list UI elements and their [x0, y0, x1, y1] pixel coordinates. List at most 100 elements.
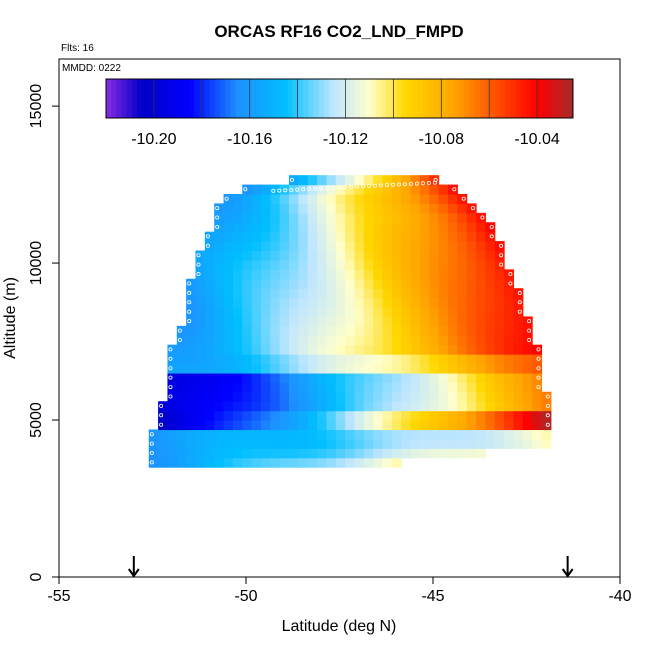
heatmap-cell	[242, 382, 253, 393]
heatmap-cell	[251, 203, 262, 214]
heatmap-cell	[485, 325, 496, 336]
heatmap-cell	[466, 212, 477, 223]
heatmap-cell	[485, 241, 496, 252]
profile-point	[480, 215, 485, 220]
heatmap-cell	[494, 307, 505, 318]
colorbar-swatch	[349, 79, 356, 118]
heatmap-cell	[223, 448, 234, 459]
heatmap-cell	[391, 278, 402, 289]
heatmap-cell	[242, 391, 253, 402]
heatmap-cell	[307, 297, 318, 308]
heatmap-cell	[270, 212, 281, 223]
heatmap-cell	[251, 448, 262, 459]
colorbar-swatch	[173, 79, 180, 118]
heatmap-cell	[345, 363, 356, 374]
profile-point	[277, 188, 282, 193]
heatmap-cell	[260, 307, 271, 318]
heatmap-cell	[204, 269, 215, 280]
heatmap-field	[148, 175, 552, 468]
heatmap-cell	[438, 325, 449, 336]
heatmap-cell	[401, 212, 412, 223]
heatmap-cell	[260, 316, 271, 327]
colorbar-swatch	[521, 79, 527, 118]
heatmap-cell	[476, 222, 486, 233]
heatmap-cell	[494, 278, 505, 289]
heatmap-cell	[270, 297, 281, 308]
heatmap-cell	[476, 259, 486, 270]
heatmap-cell	[251, 429, 262, 440]
colorbar-swatch	[131, 79, 138, 118]
heatmap-cell	[363, 429, 374, 440]
heatmap-cell	[438, 344, 449, 355]
heatmap-cell	[214, 250, 225, 261]
heatmap-cell	[195, 335, 206, 346]
heatmap-cell	[494, 401, 505, 412]
heatmap-cell	[289, 175, 299, 186]
heatmap-cell	[298, 193, 309, 205]
heatmap-cell	[476, 288, 486, 299]
heatmap-cell	[391, 288, 402, 299]
x-axis-tick-label: -40	[608, 588, 631, 605]
y-axis-tick-label: 0	[28, 572, 45, 581]
heatmap-cell	[270, 457, 281, 468]
heatmap-cell	[429, 335, 440, 346]
heatmap-cell	[363, 344, 374, 355]
colorbar-swatch	[552, 79, 558, 118]
heatmap-cell	[242, 250, 253, 261]
heatmap-cell	[382, 429, 393, 440]
heatmap-cell	[447, 250, 458, 261]
heatmap-cell	[279, 429, 290, 440]
heatmap-cell	[298, 382, 309, 393]
heatmap-cell	[494, 354, 505, 365]
heatmap-cell	[466, 363, 477, 374]
heatmap-cell	[195, 354, 206, 365]
heatmap-cell	[466, 391, 477, 402]
profile-point	[168, 385, 173, 390]
heatmap-cell	[298, 429, 309, 440]
heatmap-cell	[232, 222, 243, 233]
heatmap-cell	[345, 325, 356, 336]
profile-point	[470, 206, 475, 211]
heatmap-cell	[532, 410, 543, 421]
heatmap-cell	[457, 372, 468, 383]
heatmap-cell	[354, 231, 365, 242]
heatmap-cell	[335, 175, 346, 186]
heatmap-cell	[410, 175, 421, 186]
heatmap-cell	[494, 382, 505, 393]
heatmap-cell	[298, 410, 309, 421]
heatmap-cell	[326, 410, 337, 421]
colorbar-swatch	[272, 79, 278, 118]
heatmap-cell	[298, 325, 309, 336]
heatmap-cell	[307, 354, 318, 365]
heatmap-cell	[373, 297, 384, 308]
heatmap-cell	[373, 203, 384, 214]
heatmap-cell	[307, 175, 318, 186]
heatmap-cell	[195, 297, 206, 308]
heatmap-cell	[391, 354, 402, 365]
heatmap-cell	[429, 382, 440, 393]
heatmap-cell	[429, 278, 440, 289]
heatmap-cell	[410, 420, 421, 431]
heatmap-cell	[401, 316, 412, 327]
heatmap-cell	[204, 307, 215, 318]
latitude-markers	[127, 556, 574, 578]
heatmap-cell	[307, 222, 318, 233]
heatmap-cell	[401, 420, 412, 431]
profile-point	[452, 187, 457, 192]
heatmap-cell	[214, 297, 225, 308]
colorbar-swatch	[339, 79, 346, 118]
colorbar-swatch	[323, 79, 330, 118]
profile-point	[508, 281, 513, 286]
heatmap-cell	[326, 335, 337, 346]
heatmap-cell	[429, 231, 440, 242]
heatmap-cell	[307, 401, 318, 412]
heatmap-cell	[419, 288, 430, 299]
heatmap-cell	[279, 391, 290, 402]
heatmap-cell	[242, 372, 253, 383]
heatmap-cell	[476, 448, 486, 459]
heatmap-cell	[363, 401, 374, 412]
heatmap-cell	[429, 429, 440, 440]
heatmap-cell	[354, 429, 365, 440]
heatmap-cell	[419, 269, 430, 280]
heatmap-cell	[354, 307, 365, 318]
